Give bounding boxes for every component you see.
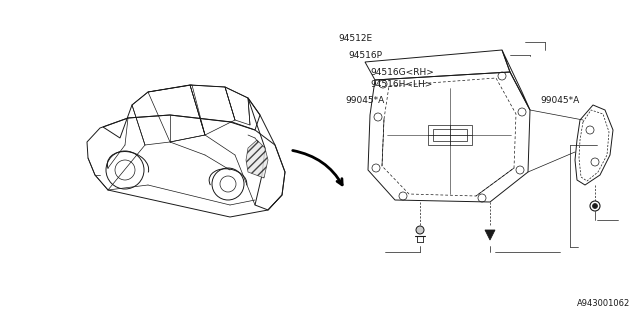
Text: 94516P: 94516P: [348, 51, 382, 60]
Circle shape: [416, 226, 424, 234]
Text: 94516H<LH>: 94516H<LH>: [370, 79, 433, 89]
Text: 94512E: 94512E: [338, 34, 372, 43]
Polygon shape: [246, 140, 268, 178]
Circle shape: [593, 204, 598, 209]
Circle shape: [590, 201, 600, 211]
Text: A943001062: A943001062: [577, 299, 630, 308]
Text: 94516G<RH>: 94516G<RH>: [370, 68, 434, 76]
Polygon shape: [485, 230, 495, 240]
Text: 99045*A: 99045*A: [540, 95, 579, 105]
Text: 99045*A: 99045*A: [345, 95, 384, 105]
